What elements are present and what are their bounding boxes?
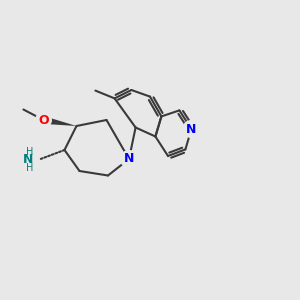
Text: N: N	[124, 152, 134, 166]
Text: N: N	[186, 122, 197, 136]
Text: O: O	[38, 113, 49, 127]
Text: N: N	[23, 153, 33, 166]
Circle shape	[183, 121, 200, 137]
Text: H: H	[26, 147, 34, 157]
Text: H: H	[26, 163, 34, 173]
Polygon shape	[43, 116, 76, 126]
Circle shape	[121, 151, 137, 167]
Circle shape	[36, 112, 51, 128]
